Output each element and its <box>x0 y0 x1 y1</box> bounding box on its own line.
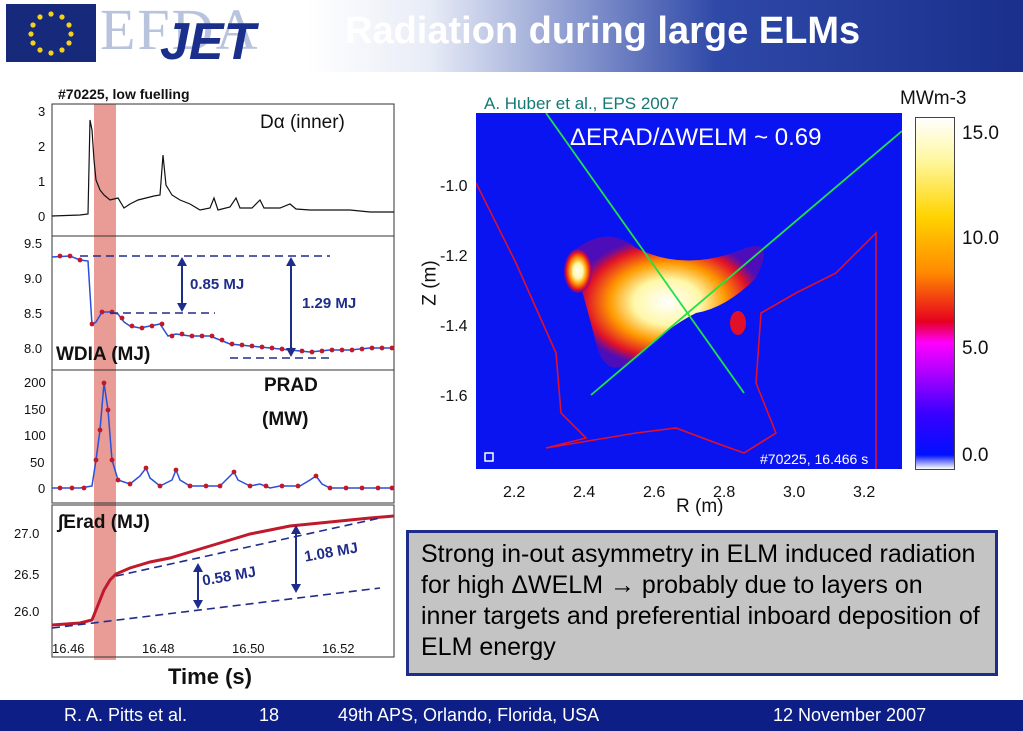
erad-ytick: 26.5 <box>14 567 40 582</box>
wdia-label: WDIA (MJ) <box>56 344 151 365</box>
wdia-ytick: 9.0 <box>24 271 43 286</box>
time-xtick: 16.52 <box>322 641 355 656</box>
footer-author: R. A. Pitts et al. <box>64 705 188 725</box>
wdia-dots <box>57 253 395 355</box>
prad-unit: (MW) <box>262 409 309 430</box>
panel-prad-frame <box>51 369 395 504</box>
time-xtick: 16.46 <box>52 641 85 656</box>
efda-logo: EFDA <box>100 0 260 62</box>
z-ytick: -1.2 <box>440 248 468 265</box>
wdia-ytick: 8.0 <box>24 341 43 356</box>
prad-ytick: 150 <box>24 402 46 417</box>
colorbar <box>915 117 955 470</box>
dalpha-ytick: 0 <box>38 209 46 224</box>
z-ytick: -1.6 <box>440 388 468 405</box>
dalpha-trace <box>51 119 394 217</box>
erad-ytick: 27.0 <box>14 526 40 541</box>
prad-ytick: 0 <box>38 481 46 496</box>
prad-trace <box>52 382 394 489</box>
r-xtick: 2.2 <box>503 484 526 501</box>
page-title: Radiation during large ELMs <box>345 10 861 52</box>
header-bar: EFDA JET Radiation during large ELMs <box>0 0 1023 72</box>
traces-svg <box>51 103 395 660</box>
summary-note: Strong in-out asymmetry in ELM induced r… <box>406 530 998 676</box>
ratio-formula: ΔERAD/ΔWELM ~ 0.69 <box>570 124 822 151</box>
r-xtick: 2.6 <box>643 484 666 501</box>
dalpha-ytick: 1 <box>38 174 46 189</box>
citation: A. Huber et al., EPS 2007 <box>484 94 679 113</box>
time-xtick: 16.48 <box>142 641 175 656</box>
z-axis-label: Z (m) <box>419 260 441 306</box>
footer-bar: R. A. Pitts et al. 18 49th APS, Orlando,… <box>0 700 1023 731</box>
z-ytick: -1.0 <box>440 178 468 195</box>
wdia-ytick: 9.5 <box>24 236 43 251</box>
panel-erad-frame <box>51 504 395 658</box>
wdia-annotation-1: 0.85 MJ <box>190 276 245 293</box>
r-xtick: 2.8 <box>713 484 736 501</box>
colorbar-tick: 10.0 <box>962 228 999 249</box>
radiation-hotspot <box>571 236 764 368</box>
footer-conference: 49th APS, Orlando, Florida, USA <box>338 705 600 725</box>
colorbar-tick: 5.0 <box>962 338 989 359</box>
tomography-svg <box>476 113 902 469</box>
footer-page-number: 18 <box>259 705 280 725</box>
prad-ytick: 200 <box>24 375 46 390</box>
prad-label: PRAD <box>264 375 318 396</box>
wdia-annotation-2: 1.29 MJ <box>302 295 357 312</box>
dalpha-ytick: 3 <box>38 104 46 119</box>
footer-date: 12 November 2007 <box>773 705 927 725</box>
colorbar-tick: 15.0 <box>962 123 999 144</box>
erad-trace <box>51 514 395 627</box>
inset-label: #70225, 16.466 s <box>760 451 869 467</box>
erad-ref-high <box>115 517 381 577</box>
r-xtick: 2.4 <box>573 484 596 501</box>
eu-flag-icon <box>6 4 96 62</box>
erad-label: ∫Erad (MJ) <box>58 512 150 533</box>
r-xtick: 3.0 <box>783 484 806 501</box>
dalpha-ytick: 2 <box>38 139 46 154</box>
erad-ytick: 26.0 <box>14 604 40 619</box>
r-xtick: 3.2 <box>853 484 876 501</box>
time-xtick: 16.50 <box>232 641 265 656</box>
r-axis-label: R (m) <box>676 496 724 517</box>
colorbar-unit: MWm-3 <box>900 88 967 109</box>
erad-ref-low <box>51 587 381 629</box>
prad-ytick: 100 <box>24 428 46 443</box>
wdia-ytick: 8.5 <box>24 306 43 321</box>
time-axis-label: Time (s) <box>168 664 252 689</box>
jet-logo: JET <box>160 13 256 71</box>
shot-label: #70225, low fuelling <box>58 86 190 102</box>
dalpha-label: Dα (inner) <box>260 112 345 133</box>
z-ytick: -1.4 <box>440 318 468 335</box>
colorbar-tick: 0.0 <box>962 445 989 466</box>
prad-ytick: 50 <box>30 455 45 470</box>
prad-dots <box>57 380 395 491</box>
